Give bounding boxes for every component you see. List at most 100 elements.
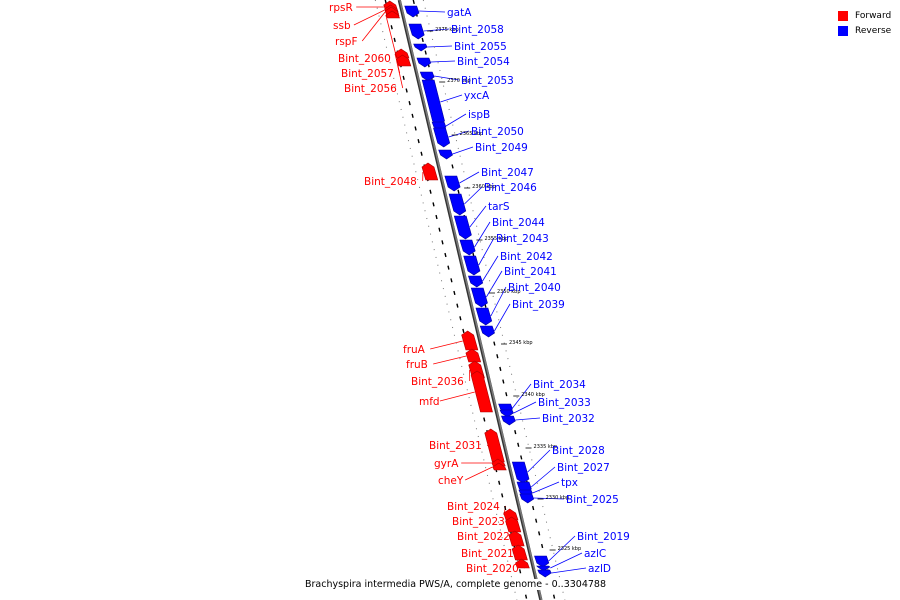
gene-label-tpx[interactable]: tpx: [561, 477, 578, 489]
gene-block-bint-2060[interactable]: [385, 10, 401, 19]
gene-label-bint-2019[interactable]: Bint_2019: [577, 531, 630, 543]
gene-block-bint-2056[interactable]: [396, 54, 412, 67]
gene-block-frub[interactable]: [465, 348, 482, 363]
gene-connector-bint-2047: [459, 171, 480, 184]
gene-block-tars[interactable]: [453, 215, 472, 240]
gene-label-gata[interactable]: gatA: [447, 7, 472, 19]
gene-block-bint-2040[interactable]: [475, 307, 493, 326]
gene-label-bint-2057[interactable]: Bint_2057: [341, 68, 394, 80]
gene-block-azlc[interactable]: [536, 565, 551, 572]
gene-block-bint-2039[interactable]: [479, 325, 495, 338]
gene-block-bint-2048[interactable]: [421, 162, 439, 181]
gene-block-bint-2042[interactable]: [467, 275, 484, 288]
gene-label-bint-2046[interactable]: Bint_2046: [484, 182, 537, 194]
gene-connector-rspf: [361, 11, 386, 42]
gene-block-bint-2050[interactable]: [433, 127, 451, 148]
gene-connector-bint-2028: [527, 449, 551, 473]
gene-label-bint-2053[interactable]: Bint_2053: [461, 75, 514, 87]
gene-block-frua[interactable]: [461, 330, 479, 351]
gene-label-bint-2021[interactable]: Bint_2021: [461, 548, 514, 560]
gene-label-frub[interactable]: fruB: [406, 359, 428, 371]
gene-label-rpsr[interactable]: rpsR: [329, 2, 353, 14]
gene-block-chey[interactable]: [492, 462, 507, 471]
gene-block-bint-2021[interactable]: [511, 544, 528, 561]
gene-label-bint-2033[interactable]: Bint_2033: [538, 397, 591, 409]
gene-block-bint-2049[interactable]: [438, 149, 453, 160]
gene-connector-bint-2046: [464, 186, 483, 205]
gene-label-bint-2025[interactable]: Bint_2025: [566, 494, 619, 506]
gene-label-bint-2036[interactable]: Bint_2036: [411, 376, 464, 388]
gene-block-bint-2032[interactable]: [501, 415, 516, 426]
gene-label-bint-2060[interactable]: Bint_2060: [338, 53, 391, 65]
gene-block-yxca[interactable]: [421, 79, 445, 126]
gene-label-bint-2042[interactable]: Bint_2042: [500, 251, 553, 263]
legend-reverse: Reverse: [838, 23, 891, 38]
gene-label-bint-2049[interactable]: Bint_2049: [475, 142, 528, 154]
genome-backbone-fill: [399, 0, 543, 600]
gene-label-bint-2058[interactable]: Bint_2058: [451, 24, 504, 36]
gene-block-bint-2043[interactable]: [463, 255, 481, 276]
gene-label-ispb[interactable]: ispB: [468, 109, 490, 121]
gene-block-bint-2024[interactable]: [503, 508, 519, 521]
gene-block-bint-2047[interactable]: [444, 175, 461, 192]
gene-label-bint-2048[interactable]: Bint_2048: [364, 176, 417, 188]
gene-block-bint-2031[interactable]: [484, 428, 505, 463]
gene-label-bint-2039[interactable]: Bint_2039: [512, 299, 565, 311]
gene-connector-bint-2055: [427, 45, 453, 48]
gene-block-bint-2028[interactable]: [511, 461, 530, 484]
gene-label-bint-2023[interactable]: Bint_2023: [452, 516, 505, 528]
gene-label-bint-2047[interactable]: Bint_2047: [481, 167, 534, 179]
gene-block-bint-2033[interactable]: [499, 409, 514, 418]
gene-label-bint-2055[interactable]: Bint_2055: [454, 41, 507, 53]
gene-label-bint-2022[interactable]: Bint_2022: [457, 531, 510, 543]
gene-label-bint-2034[interactable]: Bint_2034: [533, 379, 586, 391]
gene-label-bint-2056[interactable]: Bint_2056: [344, 83, 397, 95]
gene-label-chey[interactable]: cheY: [438, 475, 464, 487]
gene-block-bint-2041[interactable]: [470, 287, 488, 308]
gene-label-gyra[interactable]: gyrA: [434, 458, 459, 470]
gene-label-bint-2032[interactable]: Bint_2032: [542, 413, 595, 425]
gene-label-bint-2050[interactable]: Bint_2050: [471, 126, 524, 138]
gene-connector-bint-2044: [474, 221, 491, 248]
gene-label-bint-2054[interactable]: Bint_2054: [457, 56, 510, 68]
gene-label-bint-2028[interactable]: Bint_2028: [552, 445, 605, 457]
gene-block-bint-2023[interactable]: [505, 516, 522, 533]
legend-reverse-label: Reverse: [855, 25, 892, 36]
gene-label-bint-2043[interactable]: Bint_2043: [496, 233, 549, 245]
gene-label-bint-2027[interactable]: Bint_2027: [557, 462, 610, 474]
gene-label-bint-2024[interactable]: Bint_2024: [447, 501, 500, 513]
gene-label-bint-2041[interactable]: Bint_2041: [504, 266, 557, 278]
gene-label-rspf[interactable]: rspF: [335, 36, 358, 48]
legend-forward-label: Forward: [855, 10, 892, 21]
gene-label-bint-2031[interactable]: Bint_2031: [429, 440, 482, 452]
gene-block-bint-2055[interactable]: [413, 43, 428, 52]
gene-connector-bint-2049: [452, 146, 474, 155]
gene-block-gyra[interactable]: [491, 458, 506, 467]
gene-label-frua[interactable]: fruA: [403, 344, 426, 356]
gene-connector-bint-2033: [513, 401, 537, 414]
gene-connector-azlc: [550, 552, 583, 569]
gene-block-mfd[interactable]: [470, 370, 493, 413]
gene-block-azld[interactable]: [537, 569, 552, 578]
gene-block-bint-2020[interactable]: [515, 558, 530, 569]
gene-label-bint-2044[interactable]: Bint_2044: [492, 217, 545, 229]
gene-label-mfd[interactable]: mfd: [419, 396, 440, 408]
gene-connector-bint-2060: [385, 14, 398, 59]
gene-block-bint-2057[interactable]: [394, 48, 410, 59]
gene-block-bint-2019[interactable]: [534, 555, 550, 568]
gene-label-azlc[interactable]: azlC: [584, 548, 606, 560]
gene-block-gata[interactable]: [404, 5, 420, 18]
gene-block-bint-2022[interactable]: [508, 530, 525, 547]
gene-label-bint-2020[interactable]: Bint_2020: [466, 563, 519, 575]
gene-label-tars[interactable]: tarS: [488, 201, 510, 213]
gene-label-bint-2040[interactable]: Bint_2040: [508, 282, 561, 294]
gene-block-bint-2044[interactable]: [459, 239, 476, 256]
gene-block-bint-2053[interactable]: [419, 71, 435, 82]
gene-block-bint-2058[interactable]: [408, 23, 425, 40]
gene-block-bint-2046[interactable]: [448, 193, 467, 216]
gene-label-yxca[interactable]: yxcA: [464, 90, 490, 102]
gene-label-ssb[interactable]: ssb: [333, 20, 351, 32]
gene-block-bint-2025[interactable]: [519, 493, 535, 504]
gene-label-azld[interactable]: azlD: [588, 563, 611, 575]
gene-block-bint-2054[interactable]: [416, 57, 432, 68]
